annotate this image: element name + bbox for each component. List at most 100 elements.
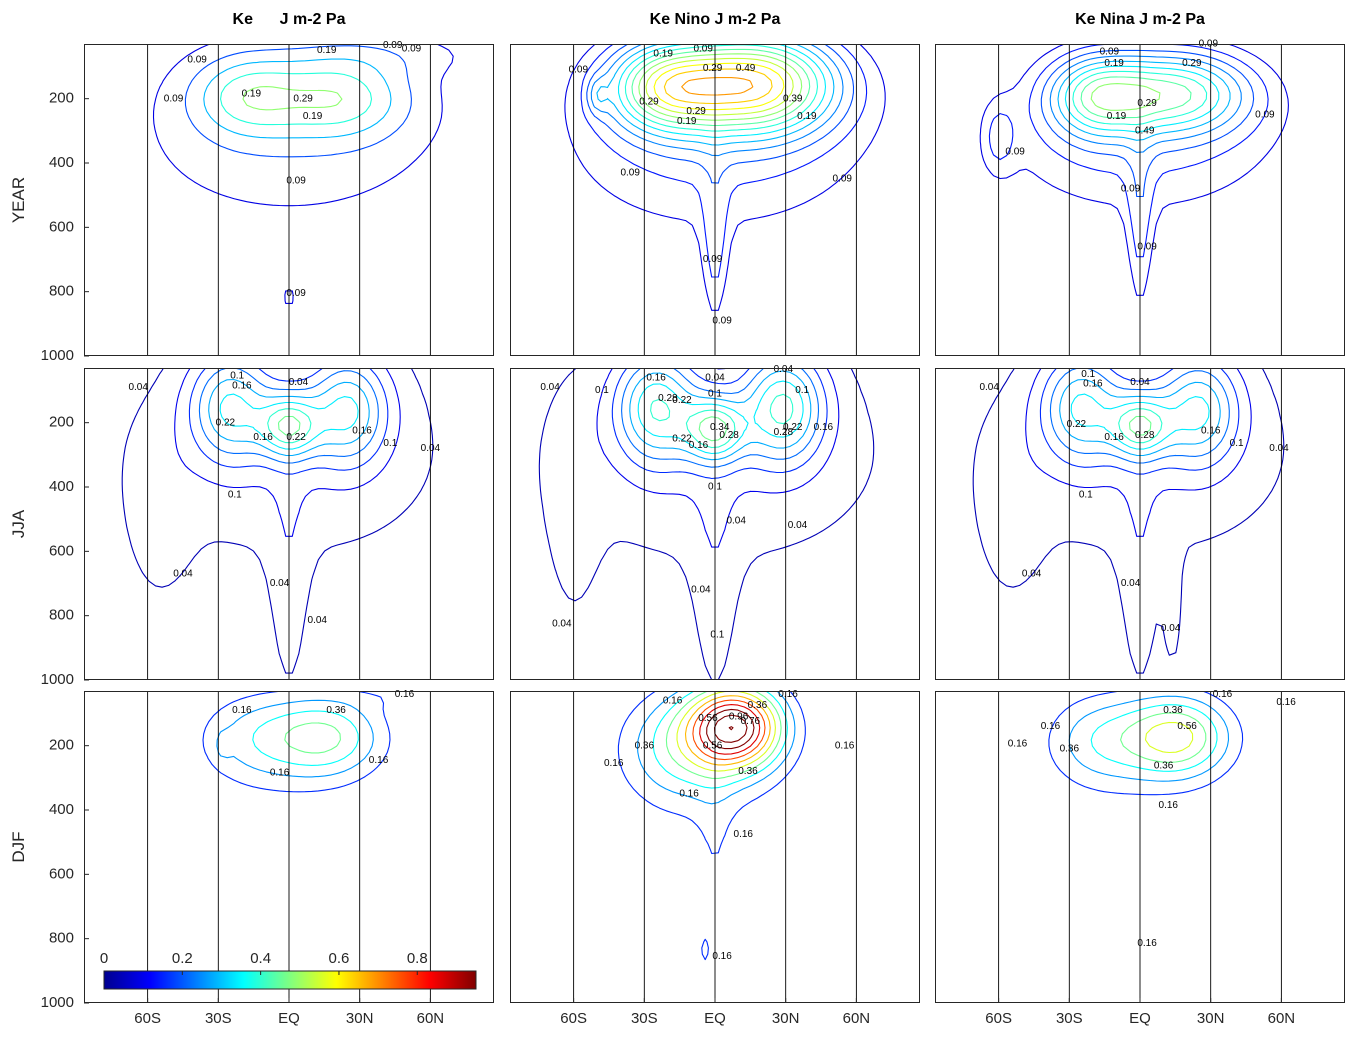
contour-label: 0.09 [402, 43, 422, 54]
y-tick-label: 400 [49, 801, 74, 818]
contour-label: 0.29 [1182, 58, 1202, 69]
contour-label: 0.16 [1008, 739, 1028, 750]
contour-lines [972, 368, 1285, 674]
contour-panel-2-0: 0.16 0.36 0.16 0.16 0.16 200 400 600 800 1000 60S 3… [41, 689, 494, 1027]
contour-level-0.26 [636, 691, 796, 805]
contour-level-0.22 [621, 368, 820, 468]
contour-label: 0.04 [1121, 578, 1141, 589]
contour-label: 0.19 [303, 111, 323, 122]
contour-level-0.76 [692, 699, 766, 761]
contour-level-0.14 [988, 44, 1269, 258]
contour-level-0.28 [629, 370, 812, 461]
y-tick-label: 600 [49, 542, 74, 559]
y-tick-label: 1000 [41, 671, 74, 688]
contour-label: 0.04 [774, 364, 794, 375]
contour-level-0.36 [1090, 704, 1218, 772]
contour-label: 0.16 [663, 695, 683, 706]
contour-label: 0.04 [691, 585, 711, 596]
contour-label: 0.09 [569, 64, 589, 75]
contour-label: 0.16 [369, 755, 389, 766]
contour-label: 0.19 [797, 111, 817, 122]
column-title-2: Ke Nina J m-2 Pa [1075, 11, 1205, 28]
contour-label: 0.09 [712, 315, 732, 326]
colorbar-tick-label: 0.2 [172, 950, 193, 967]
contour-label: 0.1 [708, 482, 722, 493]
y-tick-label: 400 [49, 154, 74, 171]
y-tick-label: 800 [49, 283, 74, 300]
x-tick-label: 30N [346, 1010, 374, 1027]
contour-label: 0.19 [242, 88, 262, 99]
contour-label: 0.36 [1154, 760, 1174, 771]
column-title-1: Ke Nino J m-2 Pa [650, 11, 781, 28]
contour-level-0.22 [1049, 368, 1230, 464]
contour-label: 0.22 [672, 433, 692, 444]
contour-label: 0.04 [979, 382, 999, 393]
x-tick-label: 30S [205, 1010, 232, 1027]
contour-level-0.34 [219, 393, 359, 450]
contour-label: 0.19 [677, 116, 697, 127]
contour-panel-0-2: 0.090.090.19 0.290.290.190.490.090.090.09… [935, 39, 1345, 356]
contour-label: 0.29 [686, 106, 706, 117]
contour-label: 0.1 [1230, 438, 1244, 449]
y-tick-label: 1000 [41, 994, 74, 1011]
contour-lines [152, 44, 454, 304]
contour-level-0.19 [184, 45, 412, 158]
contour-label: 0.19 [1107, 111, 1127, 122]
contour-label: 0.09 [164, 93, 184, 104]
contour-lines [979, 44, 1289, 296]
contour-level-0.24 [590, 44, 844, 157]
contour-level-0.44 [1080, 76, 1192, 119]
contour-level-0.09 [564, 44, 886, 311]
colorbar-tick-label: 0.6 [329, 950, 350, 967]
panel-frame [84, 368, 494, 680]
contour-label: 0.09 [693, 43, 713, 54]
contour-label: 0.04 [128, 382, 148, 393]
y-tick-label: 1000 [41, 347, 74, 364]
contour-label: 0.22 [1067, 419, 1087, 430]
contour-level-0.24 [1049, 55, 1242, 153]
contour-label: 0.16 [1213, 689, 1233, 700]
contour-level-0.28 [1059, 378, 1221, 457]
contour-label: 0.19 [1104, 58, 1124, 69]
contour-label: 0.36 [326, 705, 346, 716]
contour-label: 0.09 [1137, 241, 1157, 252]
contour-level-0.14 [580, 44, 868, 278]
contour-label: 0.1 [1079, 490, 1093, 501]
contour-label: 0.16 [253, 432, 273, 443]
contour-label: 0.29 [703, 63, 723, 74]
contour-label: 0.1 [383, 438, 397, 449]
contour-label: 0.09 [383, 40, 403, 51]
contour-label: 0.09 [286, 175, 306, 186]
contour-level-0.10 [174, 368, 401, 537]
contour-level-0.16 [617, 691, 806, 961]
contour-label: 0.1 [795, 385, 809, 396]
x-tick-label: EQ [704, 1010, 726, 1027]
contour-panel-2-1: 0.16 0.36 0.16 0.56 0.960.76 0.56 0.36 0.36 0.16… [510, 689, 920, 1027]
contour-label: 0.09 [1255, 109, 1275, 120]
contour-label: 0.36 [748, 700, 768, 711]
y-tick-label: 400 [49, 478, 74, 495]
contour-level-0.19 [1040, 49, 1255, 198]
contour-label: 0.39 [783, 93, 803, 104]
contour-label: 0.16 [814, 422, 834, 433]
panel-frame [510, 44, 920, 356]
contour-label: 0.16 [1159, 800, 1179, 811]
y-tick-label: 600 [49, 865, 74, 882]
contour-label: 0.49 [736, 63, 756, 74]
y-tick-label: 200 [49, 90, 74, 107]
contour-panel-1-2: 0.040.10.16 0.040.220.16 0.28 0.160.1 0.040.… [935, 368, 1345, 680]
y-tick-label: 800 [49, 930, 74, 947]
contour-label: 0.04 [1161, 623, 1181, 634]
contour-label: 0.16 [232, 705, 252, 716]
x-tick-label: 60S [134, 1010, 161, 1027]
contour-panel-grid: 0.090.090.190.19 0.290.190.09 0.090.090.09… [41, 39, 1345, 1027]
contour-label: 0.09 [1100, 47, 1120, 58]
contour-level-0.10 [1025, 368, 1252, 537]
contour-level-1.16 [728, 726, 734, 731]
row-labels: YEAR JJA DJF [9, 177, 28, 863]
contour-label: 0.04 [173, 568, 193, 579]
contour-label: 0.76 [741, 716, 761, 727]
x-tick-label: 60S [985, 1010, 1012, 1027]
contour-level-0.16 [1039, 368, 1240, 475]
contour-label: 0.09 [1005, 146, 1025, 157]
